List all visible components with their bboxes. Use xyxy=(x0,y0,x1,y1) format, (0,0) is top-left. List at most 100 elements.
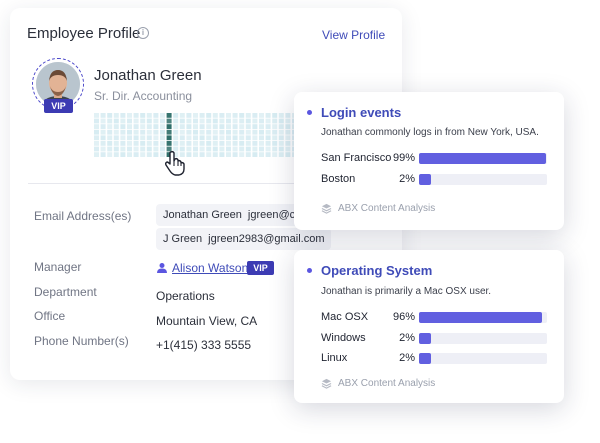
heatmap-cell xyxy=(186,141,192,146)
heatmap-cell xyxy=(100,135,106,141)
heatmap-cell xyxy=(173,113,179,118)
department-label: Department xyxy=(34,285,97,299)
heatmap-cell xyxy=(146,129,152,135)
heatmap-cell xyxy=(272,135,278,141)
manager-link[interactable]: Alison Watson xyxy=(156,261,248,275)
os-row-bar xyxy=(419,353,547,364)
email-chip[interactable]: J Green jgreen2983@gmail.com xyxy=(156,228,332,250)
heatmap-cell xyxy=(206,146,212,152)
heatmap-cell xyxy=(120,146,126,152)
view-profile-link[interactable]: View Profile xyxy=(322,28,386,42)
heatmap-cell xyxy=(272,141,278,146)
heatmap-cell xyxy=(153,118,159,124)
heatmap-cell xyxy=(166,124,172,129)
heatmap-cell xyxy=(166,135,172,141)
heatmap-cell xyxy=(212,152,218,157)
heatmap-cell xyxy=(193,146,198,152)
heatmap-cell xyxy=(285,135,291,141)
heatmap-cell xyxy=(259,113,264,118)
heatmap-cell xyxy=(245,141,251,146)
heatmap-cell xyxy=(232,152,238,157)
info-icon[interactable]: i xyxy=(137,27,149,39)
heatmap-cell xyxy=(179,129,185,135)
heatmap-cell xyxy=(146,124,152,129)
heatmap-cell xyxy=(193,141,198,146)
heatmap-cell xyxy=(245,124,251,129)
heatmap-cell xyxy=(265,135,271,141)
heatmap-cell xyxy=(212,129,218,135)
heatmap-cell xyxy=(107,135,113,141)
heatmap-cell xyxy=(133,113,139,118)
heatmap-cell xyxy=(107,152,113,157)
os-row-bar xyxy=(419,312,547,323)
heatmap-cell xyxy=(146,135,152,141)
heatmap-cell xyxy=(206,129,212,135)
heatmap-cell xyxy=(120,152,126,157)
phone-value: +1(415) 333 5555 xyxy=(156,338,252,352)
popup-title: Login events xyxy=(321,105,402,120)
heatmap-cell xyxy=(272,118,278,124)
os-row-pct: 2% xyxy=(399,352,415,364)
heatmap-cell xyxy=(206,141,212,146)
heatmap-cell xyxy=(239,118,245,124)
heatmap-cell xyxy=(160,113,165,118)
heatmap-cell xyxy=(193,129,198,135)
bar-fill xyxy=(419,353,431,364)
heatmap-cell xyxy=(265,113,271,118)
card-title: Employee Profile xyxy=(27,25,141,42)
heatmap-cell xyxy=(160,124,165,129)
heatmap-cell xyxy=(186,146,192,152)
heatmap-cell xyxy=(100,124,106,129)
bar-fill xyxy=(419,174,431,185)
activity-heatmap[interactable] xyxy=(94,113,304,161)
heatmap-cell xyxy=(219,129,225,135)
os-row-label: Windows xyxy=(321,332,366,344)
heatmap-cell xyxy=(94,141,99,146)
heatmap-cell xyxy=(252,135,258,141)
heatmap-cell xyxy=(173,146,179,152)
heatmap-cell xyxy=(285,113,291,118)
heatmap-cell xyxy=(212,146,218,152)
heatmap-cell xyxy=(94,129,99,135)
heatmap-cell xyxy=(186,135,192,141)
heatmap-cell xyxy=(127,146,132,152)
user-icon xyxy=(157,263,167,273)
heatmap-cell xyxy=(173,152,179,157)
heatmap-cell xyxy=(133,141,139,146)
heatmap-cell xyxy=(239,124,245,129)
heatmap-cell xyxy=(146,141,152,146)
heatmap-cell xyxy=(226,113,231,118)
heatmap-cell xyxy=(133,129,139,135)
heatmap-cell xyxy=(219,113,225,118)
os-row-label: Linux xyxy=(321,352,348,364)
heatmap-cell xyxy=(166,129,172,135)
heatmap-cell xyxy=(272,129,278,135)
popup-footer: ABX Content Analysis xyxy=(321,378,435,389)
heatmap-cell xyxy=(259,135,264,141)
heatmap-cell xyxy=(232,129,238,135)
heatmap-cell xyxy=(127,129,132,135)
heatmap-cell xyxy=(252,124,258,129)
heatmap-cell xyxy=(226,118,231,124)
heatmap-cell xyxy=(278,129,284,135)
heatmap-cell xyxy=(245,113,251,118)
heatmap-cell xyxy=(239,129,245,135)
heatmap-cell xyxy=(173,118,179,124)
heatmap-cell xyxy=(160,152,165,157)
email-label: Email Address(es) xyxy=(34,209,132,223)
heatmap-cell xyxy=(94,152,99,157)
heatmap-cell xyxy=(100,152,106,157)
bar-fill xyxy=(419,312,542,323)
email-chip-name: J Green xyxy=(163,233,203,245)
heatmap-cell xyxy=(146,118,152,124)
heatmap-cell xyxy=(259,118,264,124)
heatmap-cell xyxy=(153,152,159,157)
heatmap-cell xyxy=(285,146,291,152)
heatmap-cell xyxy=(272,152,278,157)
login-row-pct: 99% xyxy=(392,152,415,164)
heatmap-cell xyxy=(107,118,113,124)
heatmap-cell xyxy=(107,113,113,118)
employee-job-title: Sr. Dir. Accounting xyxy=(94,89,193,103)
heatmap-cell xyxy=(265,129,271,135)
heatmap-cell xyxy=(193,135,198,141)
